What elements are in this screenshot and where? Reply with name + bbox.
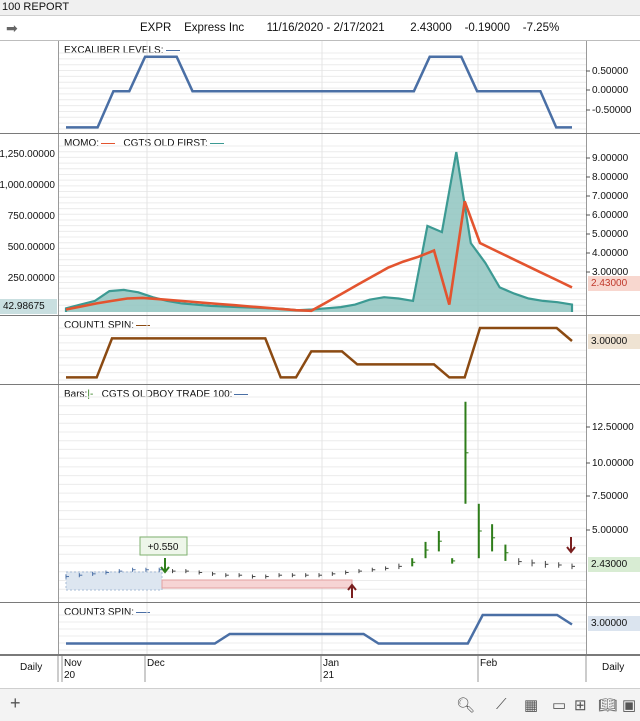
month-label: Dec — [147, 658, 165, 669]
trade-zone — [161, 579, 353, 589]
count1-title: COUNT1 SPIN: — [64, 319, 151, 331]
period-left-button[interactable]: Daily — [20, 662, 43, 673]
right-axis — [586, 385, 640, 602]
y-tick-label: 7.50000 — [592, 491, 629, 502]
left-value-box: 42.98675 — [0, 299, 57, 314]
left-tick-label: 500.00000 — [8, 242, 56, 253]
date-range: 11/16/2020 - 2/17/2021 — [266, 22, 385, 34]
left-tick-label: 1,250.00000 — [0, 149, 55, 160]
count1-line — [66, 326, 573, 379]
left-tick-label: 750.00000 — [8, 211, 56, 222]
left-tick-label: 250.00000 — [8, 273, 56, 284]
left-tick-label: 1,000.00000 — [0, 180, 55, 191]
excaliber-panel: EXCALIBER LEVELS: 0.50000 0.00000 -0.50000 — [0, 41, 640, 134]
exit-arrow-icon — [347, 583, 357, 598]
excaliber-chart: 0.50000 0.00000 -0.50000 — [59, 41, 632, 133]
count3-line — [66, 613, 573, 645]
y-tick-label: -0.50000 — [592, 105, 632, 116]
count1-value-box: 3.00000 — [588, 334, 640, 349]
company-name: Express Inc — [184, 22, 245, 34]
tile-icon[interactable]: ⊞ — [574, 697, 587, 714]
right-axis — [586, 134, 640, 315]
left-axis — [0, 134, 59, 315]
y-tick-label: 5.00000 — [592, 525, 629, 536]
left-axis — [0, 41, 59, 133]
buy-arrow-icon — [160, 558, 170, 574]
window-icon[interactable]: ▣ — [622, 697, 637, 714]
right-tick-label: 6.00000 — [592, 210, 629, 221]
quote-header: ➡ EXPR Express Inc 11/16/2020 - 2/17/202… — [0, 16, 640, 41]
right-value-box: 2.43000 — [588, 276, 640, 291]
count3-title: COUNT3 SPIN: — [64, 606, 151, 618]
month-label: Nov — [64, 658, 82, 669]
count3-chart — [59, 603, 586, 654]
momo-panel: MOMO: CGTS OLD FIRST: 1,250.00000 1,000.0… — [0, 134, 640, 316]
y-tick-label: 0.00000 — [592, 85, 629, 96]
y-tick-label: 10.00000 — [592, 458, 634, 469]
price-change: -0.19000 — [464, 22, 510, 34]
window-title: 100 REPORT — [2, 1, 70, 13]
month-label: Jan — [323, 658, 339, 669]
right-axis — [586, 603, 640, 654]
momo-line — [65, 200, 573, 313]
right-axis — [586, 41, 640, 133]
cgts-area — [66, 152, 572, 312]
cgts-line — [64, 151, 574, 312]
forward-arrow-icon[interactable]: ➡ — [6, 20, 18, 36]
count3-panel: COUNT3 SPIN: 3.00000 — [0, 603, 640, 655]
sell-arrow-icon — [566, 537, 576, 554]
gain-label: +0.550 — [148, 542, 179, 553]
count3-value-box: 3.00000 — [588, 616, 640, 631]
right-tick-label: 4.00000 — [592, 248, 629, 259]
bars-title: Bars:|- CGTS OLDBOY TRADE 100: — [64, 388, 249, 400]
momo-title: MOMO: CGTS OLD FIRST: — [64, 137, 224, 149]
bars-chart: +0.550 12.50000 10.00000 7.50000 5.00000 — [59, 385, 634, 602]
add-button[interactable]: + — [10, 693, 21, 713]
symbol: EXPR — [140, 22, 172, 34]
y-tick-label: 12.50000 — [592, 422, 634, 433]
right-tick-label: 7.00000 — [592, 191, 629, 202]
year-label: 20 — [64, 670, 76, 681]
bars-panel: Bars:|- CGTS OLDBOY TRADE 100: +0.550 12.… — [0, 385, 640, 603]
bottom-toolbar: + 🔍︎ ⟋ ▦ ▭ ⊞ 📖︎ ▣ — [0, 688, 640, 721]
panel-layout-icon[interactable]: ▭ — [552, 697, 567, 714]
momo-chart: 1,250.00000 1,000.00000 750.00000 500.00000… — [0, 134, 629, 315]
right-tick-label: 8.00000 — [592, 172, 629, 183]
count1-chart — [59, 316, 586, 384]
right-tick-label: 9.00000 — [592, 153, 629, 164]
y-tick-label: 0.50000 — [592, 66, 629, 77]
grid-icon[interactable]: ▦ — [524, 697, 539, 714]
right-tick-label: 3.00000 — [592, 267, 629, 278]
pct-change: -7.25% — [522, 22, 560, 34]
excaliber-title: EXCALIBER LEVELS: — [64, 44, 180, 56]
left-axis — [0, 316, 59, 384]
window-title-bar: 100 REPORT — [0, 0, 640, 16]
excaliber-line — [66, 55, 572, 129]
line-tool-icon[interactable]: ⟋ — [496, 696, 507, 713]
bars-value-box: 2.43000 — [588, 557, 640, 572]
count1-panel: COUNT1 SPIN: 3.00000 — [0, 316, 640, 385]
left-axis — [0, 603, 59, 654]
last-price: 2.43000 — [410, 22, 452, 34]
x-axis-labels: Nov Dec Jan Feb 20 21 — [57, 656, 587, 682]
search-icon[interactable]: 🔍︎ — [456, 697, 476, 714]
right-axis — [586, 316, 640, 384]
quote-info: EXPR Express Inc 11/16/2020 - 2/17/2021 … — [140, 22, 559, 34]
year-label: 21 — [323, 670, 335, 681]
period-right-button[interactable]: Daily — [602, 662, 625, 673]
right-tick-label: 5.00000 — [592, 229, 629, 240]
book-icon[interactable]: 📖︎ — [598, 697, 618, 714]
month-label: Feb — [480, 658, 498, 669]
left-axis — [0, 385, 59, 602]
gain-label-box — [139, 536, 188, 556]
time-axis: Daily Daily Nov Dec Jan Feb 20 21 — [0, 655, 640, 682]
